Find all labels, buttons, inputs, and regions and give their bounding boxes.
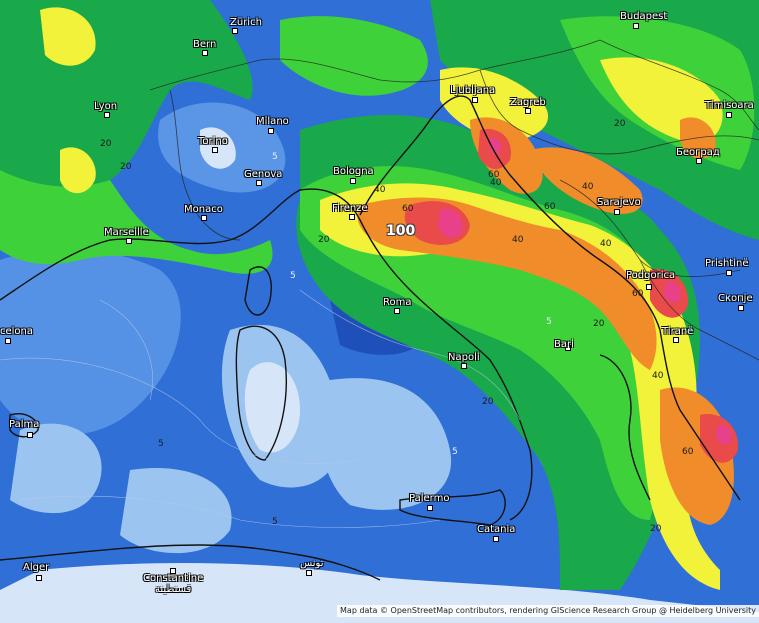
city-label-torino: Torino (198, 136, 228, 147)
city-marker-tunis (306, 570, 312, 576)
city-label-bern: Bern (193, 39, 217, 50)
contour-label: 60 (488, 170, 500, 180)
city-label-firenze: Firenze (332, 203, 368, 214)
city-label-prishtine: Prishtinë (705, 258, 749, 269)
city-marker-torino (212, 147, 218, 153)
contour-label: 20 (593, 319, 605, 329)
contour-label: 40 (374, 185, 386, 195)
city-label-skopje: Скопје (718, 293, 753, 304)
city-label-milano: Milano (256, 116, 289, 127)
city-label-budapest: Budapest (620, 11, 668, 22)
city-label-bologna: Bologna (333, 166, 374, 177)
city-marker-skopje (738, 305, 744, 311)
city-marker-constantine (170, 568, 176, 574)
contour-label: 5 (290, 271, 296, 281)
city-label-lyon: Lyon (94, 101, 118, 112)
contour-label: 20 (650, 524, 662, 534)
city-label-constantine-arabic: قسنطينة (155, 584, 192, 595)
city-marker-ljubljana (472, 97, 478, 103)
city-label-genova: Genova (244, 169, 283, 180)
map-attribution[interactable]: Map data © OpenStreetMap contributors, r… (337, 605, 759, 617)
city-marker-palermo (427, 505, 433, 511)
city-marker-zagreb (525, 108, 531, 114)
city-marker-firenze (349, 214, 355, 220)
contour-label: 40 (600, 239, 612, 249)
city-label-napoli: Napoli (448, 352, 480, 363)
contour-label: 5 (546, 317, 552, 327)
city-label-alger: Alger (23, 562, 50, 573)
city-marker-zurich (232, 28, 238, 34)
city-marker-prishtine (726, 270, 732, 276)
city-label-tunis: تونس (300, 558, 324, 569)
contour-label: 5 (158, 439, 164, 449)
contour-label: 20 (482, 397, 494, 407)
city-marker-timisoara (726, 112, 732, 118)
contour-label: 40 (652, 371, 664, 381)
contour-label: 60 (402, 204, 414, 214)
city-marker-bern (202, 50, 208, 56)
city-marker-podgorica (646, 284, 652, 290)
contour-label: 20 (120, 162, 132, 172)
city-marker-sarajevo (614, 209, 620, 215)
city-marker-tirane (673, 337, 679, 343)
city-label-ljubljana: Ljubljana (450, 85, 496, 96)
contour-label: 5 (452, 447, 458, 457)
contour-label: 20 (100, 139, 112, 149)
contour-label: 20 (614, 119, 626, 129)
contour-label: 5 (272, 517, 278, 527)
city-label-timisoara: Timisoara (705, 100, 754, 111)
city-marker-catania (493, 536, 499, 542)
city-label-monaco: Monaco (184, 204, 223, 215)
city-label-palermo: Palermo (409, 493, 450, 504)
city-label-barcelona: celona (0, 326, 34, 337)
city-label-marseille: Marseille (104, 227, 149, 238)
contour-label: 20 (318, 235, 330, 245)
city-marker-lyon (104, 112, 110, 118)
contour-label: 60 (544, 202, 556, 212)
city-marker-milano (268, 128, 274, 134)
city-label-sarajevo: Sarajevo (597, 197, 641, 208)
city-label-beograd: Београд (676, 147, 720, 158)
city-marker-genova (256, 180, 262, 186)
city-label-zurich: Zürich (230, 17, 262, 28)
city-marker-alger (36, 575, 42, 581)
city-label-palma: Palma (9, 419, 40, 430)
contour-label: 60 (632, 289, 644, 299)
contour-label: 40 (490, 178, 502, 188)
city-label-tirane: Tiranë (662, 326, 694, 337)
contour-label: 5 (272, 152, 278, 162)
city-label-catania: Catania (477, 524, 516, 535)
city-marker-monaco (201, 215, 207, 221)
city-marker-palma (27, 432, 33, 438)
city-marker-marseille (126, 238, 132, 244)
city-marker-bologna (350, 178, 356, 184)
contour-label: 40 (512, 235, 524, 245)
city-label-podgorica: Podgorica (626, 270, 676, 281)
city-marker-bari (565, 345, 571, 351)
city-label-zagreb: Zagreb (510, 97, 546, 108)
contour-label: 60 (682, 447, 694, 457)
contour-label: 40 (582, 182, 594, 192)
city-label-roma: Roma (383, 297, 412, 308)
city-marker-budapest (633, 23, 639, 29)
city-marker-napoli (461, 363, 467, 369)
city-marker-barcelona (5, 338, 11, 344)
city-marker-beograd (696, 158, 702, 164)
peak-value-label: 100 (386, 223, 416, 239)
city-marker-roma (394, 308, 400, 314)
city-label-constantine: Constantine (143, 573, 204, 584)
city-label-bari: Bari (554, 339, 574, 350)
